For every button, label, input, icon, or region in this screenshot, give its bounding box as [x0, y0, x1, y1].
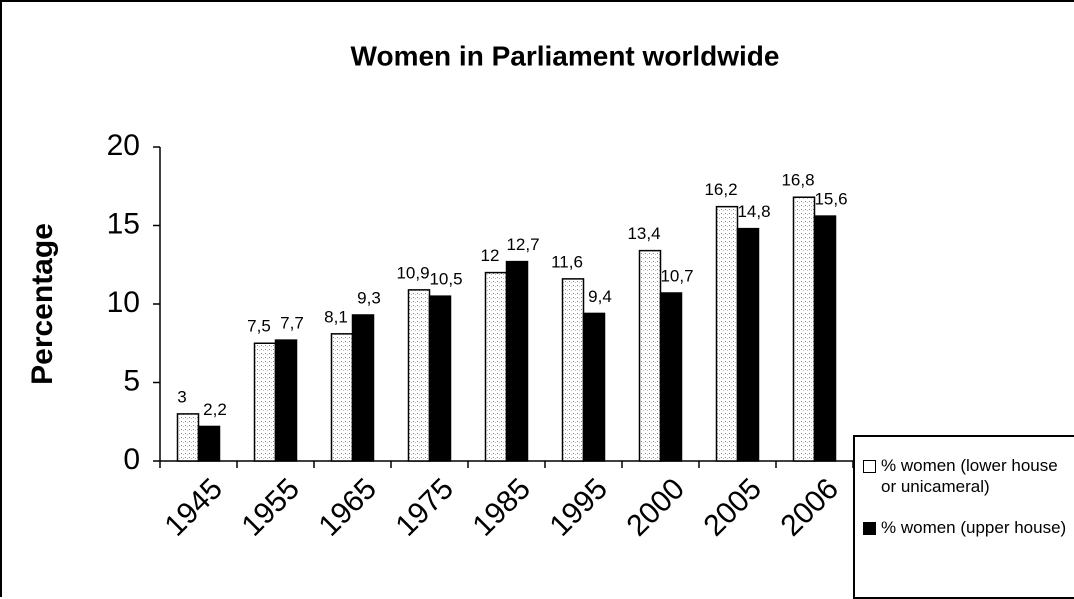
- y-tick-label: 15: [107, 207, 140, 240]
- value-label: 15,6: [814, 190, 847, 209]
- x-tick-label: 2000: [621, 472, 692, 543]
- bar: [407, 289, 431, 462]
- bar: [792, 196, 816, 462]
- bar: [638, 249, 662, 462]
- legend: % women (lower house or unicameral) % wom…: [853, 435, 1074, 599]
- value-label: 8,1: [324, 307, 348, 326]
- legend-entry: % women (upper house): [863, 517, 1074, 538]
- value-label: 12: [481, 246, 500, 265]
- bar: [561, 278, 585, 462]
- x-tick-label: 1945: [159, 472, 230, 543]
- x-tick-label: 2006: [775, 472, 846, 543]
- value-label: 12,7: [506, 235, 539, 254]
- value-label: 7,5: [247, 317, 271, 336]
- bar: [253, 342, 277, 462]
- legend-label: % women (upper house): [881, 518, 1067, 537]
- bar: [484, 271, 508, 462]
- x-tick-label: 1955: [236, 472, 307, 543]
- value-label: 9,3: [357, 288, 381, 307]
- value-label: 7,7: [280, 314, 304, 333]
- x-tick-label: 1995: [544, 472, 615, 543]
- bar: [582, 312, 606, 462]
- value-label: 16,8: [781, 171, 814, 190]
- x-tick-label: 1985: [467, 472, 538, 543]
- y-axis-label: Percentage: [26, 223, 59, 385]
- value-label: 9,4: [588, 287, 612, 306]
- value-label: 10,5: [429, 270, 462, 289]
- x-tick-label: 1975: [390, 472, 461, 543]
- value-label: 13,4: [627, 224, 660, 243]
- bar: [197, 425, 221, 462]
- value-label: 10,9: [396, 263, 429, 282]
- bar: [715, 205, 739, 462]
- legend-swatch: [863, 522, 876, 535]
- legend-swatch: [863, 460, 876, 473]
- y-tick-label: 0: [123, 443, 140, 476]
- value-label: 11,6: [551, 252, 583, 271]
- legend-entry: % women (lower house or unicameral): [863, 455, 1074, 497]
- y-tick-label: 20: [107, 129, 140, 162]
- bar: [351, 314, 375, 462]
- bar: [428, 295, 452, 462]
- bar: [330, 333, 354, 462]
- bar: [274, 339, 298, 462]
- bar: [813, 215, 837, 462]
- value-label: 2,2: [203, 400, 227, 419]
- value-label: 3: [177, 387, 186, 406]
- x-tick-label: 1965: [313, 472, 384, 543]
- x-tick-label: 2005: [698, 472, 769, 543]
- value-label: 14,8: [737, 202, 770, 221]
- y-tick-label: 10: [107, 286, 140, 319]
- value-label: 10,7: [660, 266, 693, 285]
- bar: [736, 227, 760, 462]
- y-tick-label: 5: [123, 364, 140, 397]
- bar: [176, 413, 200, 462]
- value-label: 16,2: [704, 180, 737, 199]
- legend-label: % women (lower house or unicameral): [881, 456, 1058, 496]
- bar: [505, 260, 529, 462]
- chart-title: Women in Parliament worldwide: [351, 40, 780, 71]
- bar: [659, 292, 683, 462]
